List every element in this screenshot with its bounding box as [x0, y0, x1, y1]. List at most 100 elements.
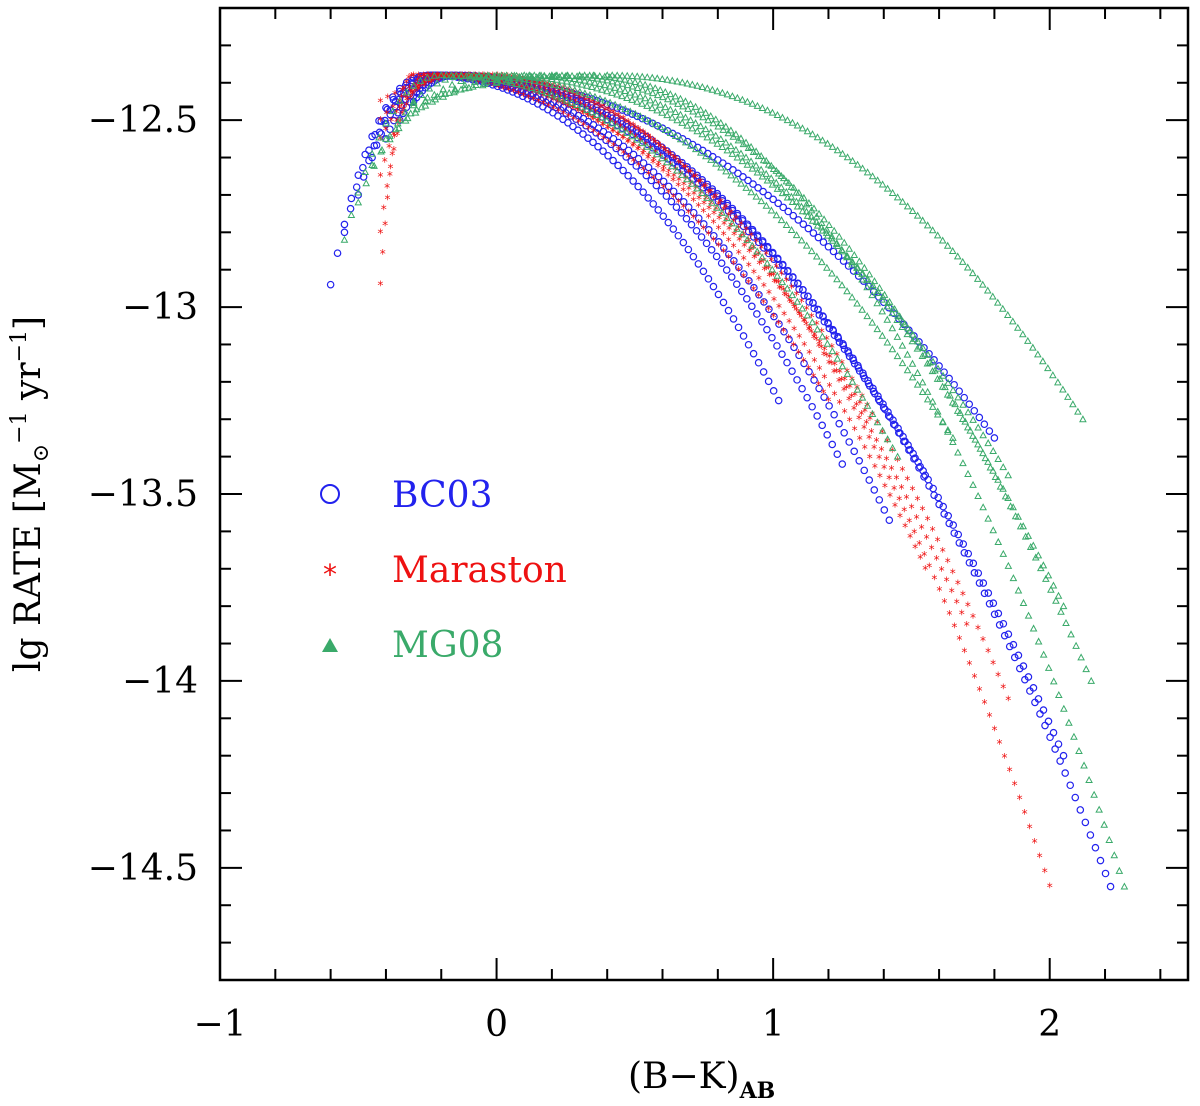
data-point-maraston: * — [451, 72, 457, 86]
data-point-maraston: * — [662, 144, 668, 158]
data-point-mg08 — [996, 482, 1005, 490]
data-point-maraston: * — [610, 106, 616, 120]
data-point-maraston: * — [907, 531, 913, 545]
data-point-mg08 — [550, 80, 559, 88]
data-point-mg08 — [1070, 732, 1078, 740]
data-point-bc03 — [1081, 818, 1090, 827]
data-point-mg08 — [603, 71, 612, 79]
data-point-bc03 — [704, 226, 713, 234]
data-point-maraston: * — [806, 347, 812, 361]
data-point-maraston: * — [736, 234, 742, 248]
data-point-maraston: * — [723, 201, 729, 215]
data-point-mg08 — [986, 463, 995, 471]
data-point-maraston: * — [881, 462, 887, 476]
data-point-bc03 — [673, 157, 682, 166]
data-point-mg08 — [613, 78, 622, 86]
data-point-mg08 — [552, 92, 561, 100]
data-point-maraston: * — [795, 347, 801, 361]
data-point-maraston: * — [536, 95, 542, 109]
data-point-bc03 — [587, 125, 595, 133]
data-point-maraston: * — [826, 357, 832, 371]
data-point-mg08 — [827, 232, 836, 240]
data-point-maraston: * — [572, 90, 578, 104]
data-point-maraston: * — [394, 129, 400, 143]
data-point-bc03 — [619, 166, 627, 175]
legend-label-bc03: BC03 — [392, 475, 492, 516]
data-point-mg08 — [551, 71, 560, 79]
data-point-maraston: * — [842, 406, 848, 420]
data-point-mg08 — [817, 258, 826, 266]
data-point-bc03 — [960, 393, 969, 402]
data-point-mg08 — [1090, 790, 1098, 798]
data-point-mg08 — [706, 112, 715, 120]
data-point-bc03 — [699, 220, 708, 228]
data-point-mg08 — [883, 315, 892, 323]
data-point-mg08 — [742, 138, 750, 146]
data-point-mg08 — [679, 102, 687, 110]
data-point-maraston: * — [945, 556, 951, 570]
data-point-maraston: * — [801, 339, 807, 353]
data-point-maraston: * — [600, 118, 606, 132]
data-point-mg08 — [928, 402, 937, 410]
data-point-bc03 — [870, 486, 879, 494]
data-point-mg08 — [641, 80, 649, 88]
data-point-mg08 — [653, 74, 662, 82]
data-point-mg08 — [964, 408, 972, 416]
data-point-maraston: * — [404, 94, 410, 108]
data-point-mg08 — [888, 345, 897, 353]
data-point-maraston: * — [728, 220, 734, 234]
data-point-maraston: * — [440, 70, 446, 84]
data-point-mg08 — [694, 110, 702, 118]
data-point-maraston: * — [521, 89, 527, 103]
data-point-maraston: * — [415, 83, 421, 97]
data-point-bc03 — [955, 387, 964, 395]
data-point-maraston: * — [778, 268, 784, 282]
data-point-mg08 — [1082, 665, 1091, 673]
data-point-maraston: * — [796, 307, 802, 321]
data-point-mg08 — [1074, 407, 1082, 415]
data-point-mg08 — [732, 130, 740, 138]
data-point-bc03 — [935, 500, 943, 509]
data-point-mg08 — [478, 81, 487, 89]
data-point-maraston: * — [1002, 751, 1008, 765]
data-point-mg08 — [797, 194, 806, 202]
data-point-bc03 — [818, 421, 826, 430]
data-point-maraston: * — [540, 90, 546, 104]
data-point-mg08 — [888, 443, 897, 451]
data-point-maraston: * — [985, 646, 991, 660]
data-point-mg08 — [527, 83, 536, 91]
data-point-maraston: * — [632, 122, 638, 136]
data-point-mg08 — [713, 87, 722, 95]
data-point-mg08 — [863, 283, 871, 291]
data-point-bc03 — [769, 387, 778, 395]
data-point-maraston: * — [864, 399, 870, 413]
data-point-mg08 — [709, 119, 718, 127]
data-point-mg08 — [465, 83, 473, 91]
data-point-maraston: * — [535, 88, 541, 102]
data-point-mg08 — [943, 241, 952, 249]
data-point-maraston: * — [640, 148, 646, 162]
data-point-bc03 — [995, 621, 1004, 629]
data-point-mg08 — [643, 142, 651, 150]
data-point-maraston: * — [569, 101, 575, 115]
data-point-bc03 — [990, 434, 999, 442]
data-point-maraston: * — [849, 374, 855, 388]
data-point-mg08 — [918, 351, 927, 360]
data-point-maraston: * — [718, 196, 724, 210]
data-point-maraston: * — [763, 262, 769, 276]
data-point-mg08 — [798, 304, 807, 312]
data-point-mg08 — [873, 299, 882, 307]
data-point-maraston: * — [384, 107, 390, 121]
data-point-maraston: * — [705, 211, 711, 225]
data-point-mg08 — [763, 106, 772, 114]
data-point-maraston: * — [660, 165, 666, 179]
data-point-mg08 — [743, 97, 752, 105]
data-point-mg08 — [900, 319, 909, 327]
data-point-mg08 — [713, 203, 721, 211]
data-point-bc03 — [860, 466, 869, 475]
data-point-bc03 — [733, 209, 742, 218]
data-point-bc03 — [584, 134, 592, 142]
data-point-maraston: * — [571, 113, 577, 127]
data-point-maraston: * — [656, 157, 662, 171]
data-point-mg08 — [1034, 551, 1043, 559]
